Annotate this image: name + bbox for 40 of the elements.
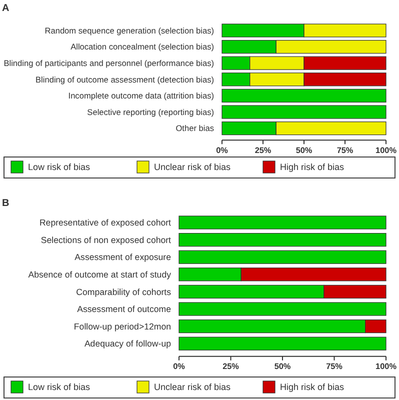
bar (222, 88, 386, 102)
bar (178, 250, 386, 264)
y-tick-label: Selections of non exposed cohort (40, 234, 172, 245)
y-tick-label: Adequacy of follow-up (84, 338, 172, 349)
legend-label: Low risk of bias (28, 162, 91, 172)
x-tick-label: 100% (376, 146, 398, 155)
x-tick-label: 50% (274, 362, 292, 372)
x-tick-label: 75% (326, 362, 344, 372)
x-tick-label: 100% (376, 362, 398, 372)
y-tick-label: Assessment of outcome (77, 304, 172, 314)
bar (222, 105, 386, 119)
x-tick-label: 0% (173, 362, 186, 372)
legend-label: High risk of bias (280, 382, 345, 392)
x-tick-label: 25% (222, 362, 240, 372)
legend-label: High risk of bias (280, 162, 345, 172)
bar (178, 216, 386, 230)
x-tick-label: 25% (254, 146, 272, 155)
y-tick-label: Blinding of outcome assessment (detection bias) (36, 74, 214, 84)
x-tick-label: 75% (336, 146, 354, 155)
x-tick-label: 0% (216, 146, 229, 155)
bar (178, 336, 386, 350)
bar (178, 233, 386, 247)
x-tick-label: 50% (296, 146, 313, 155)
legend-label: Unclear risk of bias (154, 162, 232, 172)
y-tick-label: Incomplete outcome data (attrition bias) (68, 90, 214, 101)
y-tick-label: Absence of outcome at start of study (28, 269, 172, 280)
bar (178, 302, 386, 316)
y-tick-label: Random sequence generation (selection bias) (44, 25, 214, 36)
y-tick-label: Selective reporting (reporting bias) (87, 106, 214, 117)
y-tick-label: Representative of exposed cohort (39, 218, 172, 228)
text: B (2, 198, 10, 209)
y-tick-label: Follow-up period>12mon (74, 321, 172, 332)
y-tick-label: Assessment of exposure (74, 252, 172, 262)
y-tick-label: Comparability of cohorts (76, 286, 172, 297)
text: A (2, 3, 10, 14)
y-tick-label: Blinding of participants and personnel (performance bias) (4, 58, 214, 68)
y-tick-label: Allocation concealment (selection bias) (70, 42, 214, 52)
legend-label: Low risk of bias (28, 382, 91, 392)
y-tick-label: Other bias (176, 123, 214, 134)
legend-label: Unclear risk of bias (154, 382, 232, 392)
